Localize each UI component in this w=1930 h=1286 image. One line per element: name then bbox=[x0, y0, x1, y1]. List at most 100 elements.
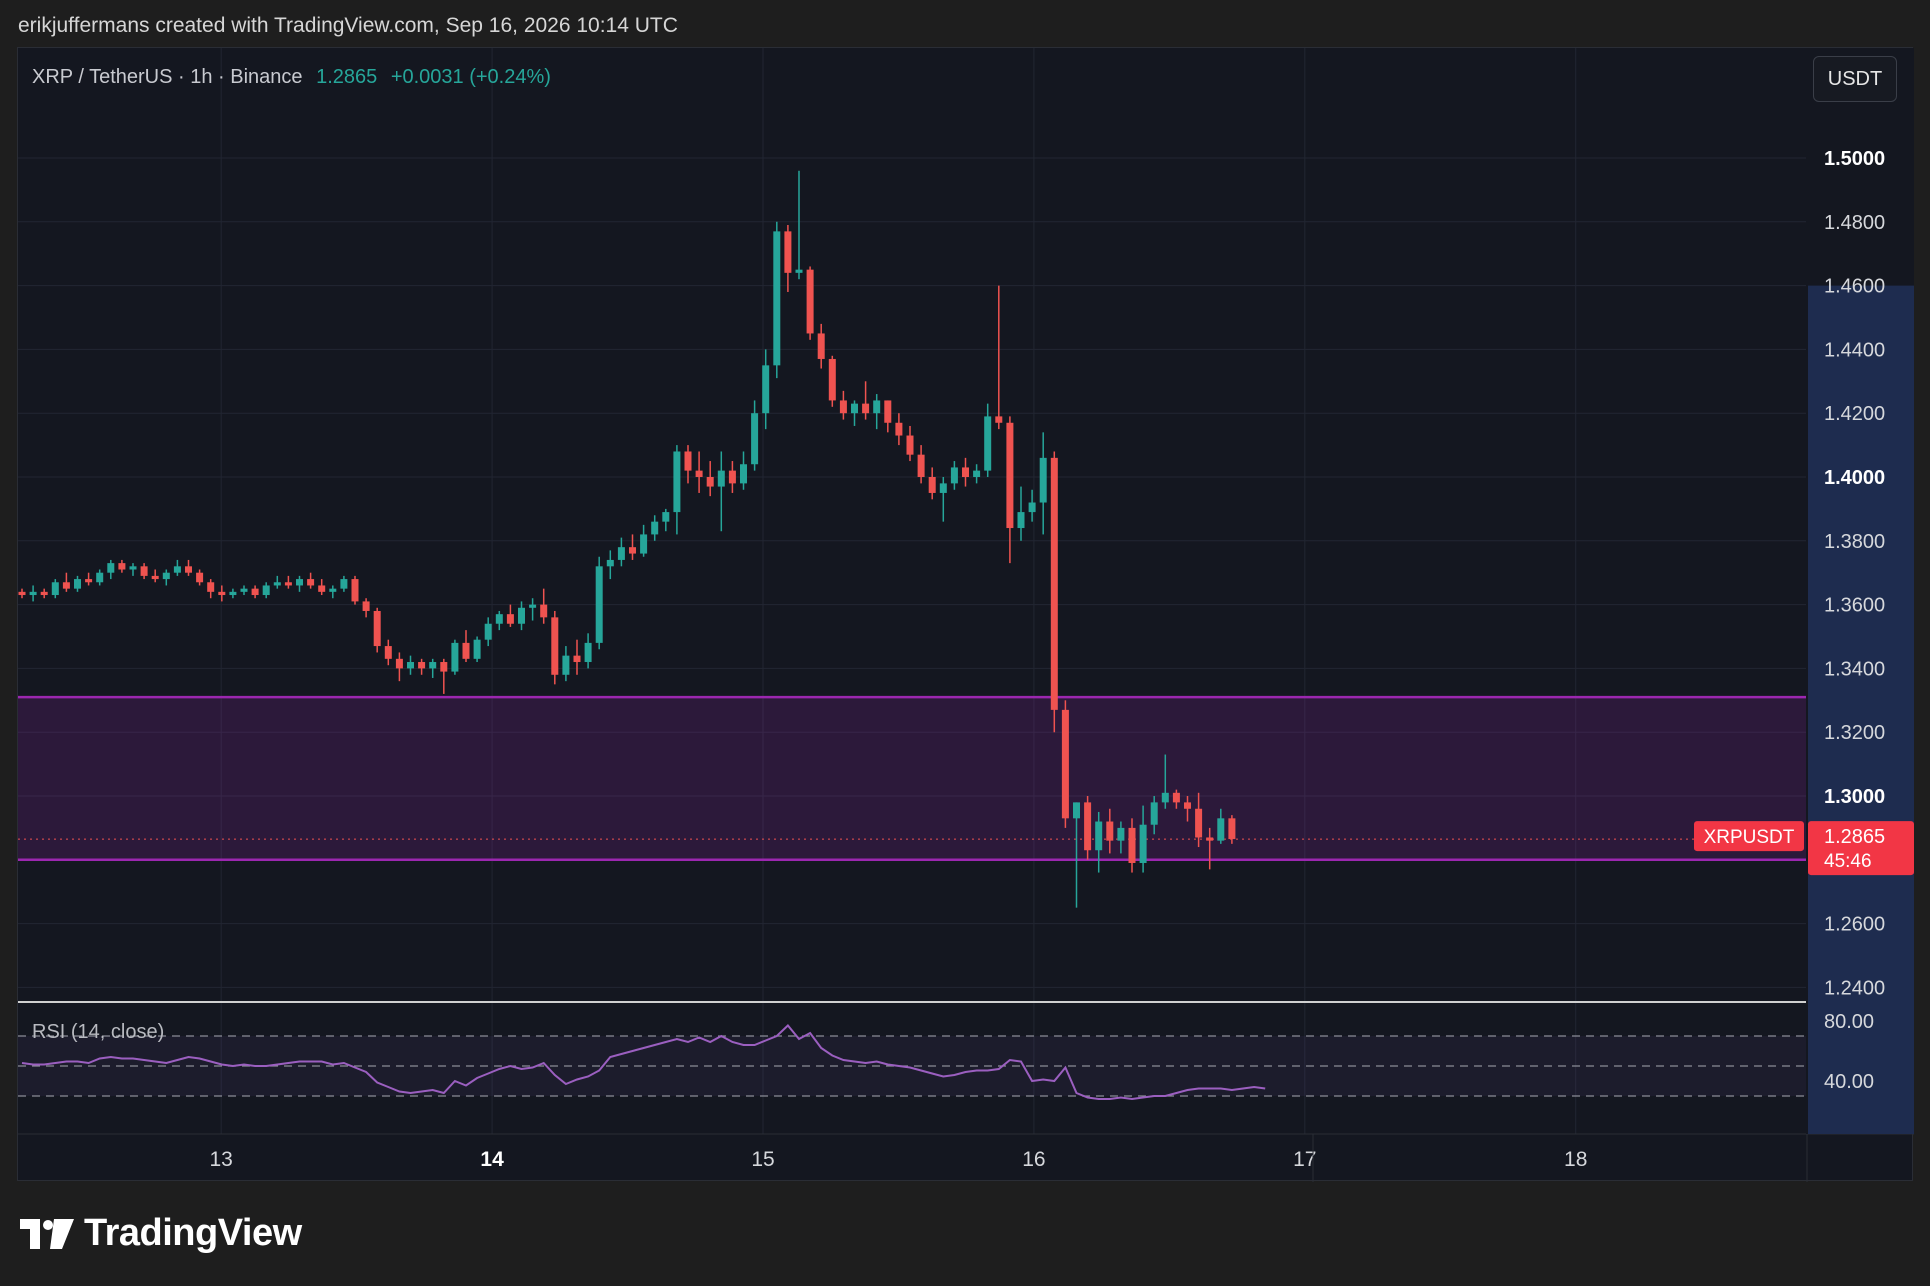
candle-body bbox=[418, 662, 426, 669]
tradingview-logo[interactable]: TradingView bbox=[20, 1212, 302, 1255]
time-axis[interactable]: 13 14 15 16 17 18 bbox=[210, 1134, 1588, 1182]
candle-body bbox=[185, 566, 192, 573]
candle-body bbox=[973, 470, 981, 477]
price-tick-label: 1.3200 bbox=[1824, 722, 1885, 744]
candle-body bbox=[506, 614, 514, 624]
currency-button[interactable]: USDT bbox=[1813, 56, 1897, 102]
candle-body bbox=[595, 566, 603, 643]
candle-body bbox=[529, 604, 537, 608]
candle-body bbox=[173, 566, 181, 573]
candle-body bbox=[1139, 824, 1147, 863]
candle-body bbox=[395, 658, 403, 669]
candle-body bbox=[540, 604, 548, 618]
candle-body bbox=[1073, 802, 1080, 819]
candle-body bbox=[984, 416, 992, 471]
candle-body bbox=[895, 422, 903, 436]
candle-body bbox=[1228, 818, 1236, 840]
candle-body bbox=[29, 591, 37, 596]
candle-body bbox=[240, 588, 248, 592]
candle-body bbox=[939, 483, 947, 493]
chart-frame[interactable]: RSI (14, close) 1.5000 1.4800 1.4600 1.4400… bbox=[17, 47, 1914, 1182]
last-price-badge: XRPUSDT 1.2865 45:46 bbox=[1694, 821, 1914, 876]
candle-body bbox=[617, 547, 625, 560]
candle-body bbox=[762, 365, 770, 414]
candle-body bbox=[906, 435, 914, 455]
candle-body bbox=[118, 563, 126, 570]
support-zone-fill bbox=[18, 697, 1806, 860]
price-axis-highlight bbox=[1808, 285, 1914, 1135]
candle-body bbox=[950, 467, 958, 484]
candle-body bbox=[551, 617, 559, 675]
candle-body bbox=[1128, 827, 1136, 863]
time-tick-label: 17 bbox=[1293, 1148, 1316, 1171]
rsi-tick-label: 80.00 bbox=[1824, 1011, 1874, 1033]
candle-body bbox=[962, 467, 969, 477]
candle-body bbox=[218, 591, 226, 596]
candle-body bbox=[1017, 512, 1025, 529]
candle-body bbox=[307, 579, 315, 586]
candle-body bbox=[1050, 457, 1058, 710]
candle-body bbox=[229, 591, 237, 596]
candle-body bbox=[1117, 827, 1125, 841]
chart-credit: erikjuffermans created with TradingView.… bbox=[18, 14, 678, 37]
candle-body bbox=[284, 582, 292, 586]
candle-body bbox=[784, 231, 792, 273]
price-tick-label: 1.3600 bbox=[1824, 595, 1885, 617]
candle-body bbox=[928, 477, 936, 493]
candle-body bbox=[318, 585, 326, 592]
candle-body bbox=[1161, 792, 1169, 803]
time-tick-label: 18 bbox=[1564, 1148, 1587, 1171]
candle-body bbox=[40, 591, 48, 596]
candle-body bbox=[806, 269, 814, 334]
candle-body bbox=[196, 572, 204, 583]
candle-body bbox=[107, 563, 115, 573]
candle-body bbox=[640, 534, 648, 554]
candle-body bbox=[462, 642, 470, 659]
candle-body bbox=[51, 582, 59, 596]
symbol-last-price: 1.2865 bbox=[316, 66, 378, 88]
price-tick-label: 1.5000 bbox=[1824, 148, 1885, 170]
candle-body bbox=[429, 662, 437, 669]
candle-body bbox=[1217, 818, 1225, 841]
candle-body bbox=[140, 566, 148, 576]
rsi-line bbox=[21, 1024, 1266, 1101]
price-badge-bg bbox=[1808, 821, 1914, 876]
candle-body bbox=[706, 477, 714, 487]
candle-body bbox=[1184, 802, 1191, 809]
candle-body bbox=[1028, 502, 1036, 513]
price-axis[interactable]: 1.5000 1.4800 1.4600 1.4400 1.4200 1.4000 1.38… bbox=[1824, 148, 1885, 1093]
symbol-badge-label: XRPUSDT bbox=[1704, 827, 1795, 848]
candle-body bbox=[1061, 709, 1069, 819]
candle-body bbox=[684, 451, 692, 471]
candle-body bbox=[751, 413, 759, 465]
candlestick-chart[interactable]: RSI (14, close) 1.5000 1.4800 1.4600 1.4400… bbox=[18, 48, 1914, 1182]
candle-body bbox=[129, 566, 137, 570]
price-badge-countdown: 45:46 bbox=[1824, 851, 1872, 872]
price-tick-label: 1.4600 bbox=[1824, 276, 1885, 298]
candle-body bbox=[573, 655, 581, 663]
price-tick-label: 1.3400 bbox=[1824, 658, 1885, 680]
candle-body bbox=[251, 588, 259, 596]
price-tick-label: 1.2600 bbox=[1824, 914, 1885, 936]
candle-body bbox=[362, 601, 370, 611]
candle-body bbox=[1150, 802, 1158, 825]
candle-body bbox=[873, 400, 881, 414]
price-tick-label: 1.4000 bbox=[1824, 467, 1885, 489]
candles bbox=[18, 170, 1236, 908]
candle-body bbox=[207, 582, 215, 592]
candle-body bbox=[828, 358, 836, 401]
support-zone bbox=[18, 695, 1806, 862]
candle-body bbox=[673, 451, 681, 513]
symbol-badge-bg bbox=[1694, 821, 1804, 852]
candle-body bbox=[484, 623, 492, 640]
candle-body bbox=[1095, 821, 1103, 851]
candle-body bbox=[451, 642, 459, 672]
candle-body bbox=[96, 572, 104, 583]
candle-body bbox=[1006, 422, 1014, 529]
candle-body bbox=[1172, 792, 1180, 803]
symbol-info: XRP / TetherUS · 1h · Binance 1.2865 +0.… bbox=[32, 66, 551, 89]
candle-body bbox=[340, 579, 348, 589]
candle-body bbox=[151, 575, 159, 580]
candle-body bbox=[795, 269, 803, 273]
price-badge-value: 1.2865 bbox=[1824, 826, 1885, 848]
